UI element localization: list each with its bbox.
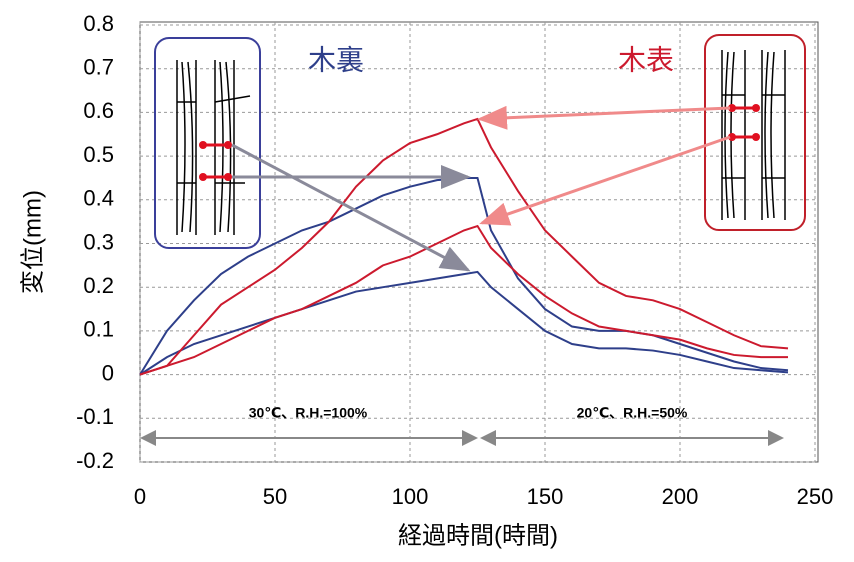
plot-frame — [140, 22, 818, 462]
y-tick-label: 0.7 — [83, 55, 114, 80]
chart: 木裏 木表 30℃、R.H.=100% 20℃、R.H.=50% 経過時間(時間… — [0, 0, 854, 557]
x-tick-label: 250 — [797, 484, 834, 509]
inset-right — [705, 35, 805, 230]
y-tick-label: 0.1 — [83, 317, 114, 342]
y-tick-label: 0.6 — [83, 98, 114, 123]
y-tick-label: 0.8 — [83, 11, 114, 36]
annotation: 30℃、R.H.=100% — [249, 405, 368, 421]
series-line — [140, 178, 788, 375]
y-tick-label: 0.4 — [83, 186, 114, 211]
grid — [140, 22, 818, 462]
y-tick-label: 0.5 — [83, 142, 114, 167]
y-tick-label: -0.2 — [76, 448, 114, 473]
annotation: 木表 — [618, 44, 674, 75]
x-tick-label: 0 — [134, 484, 146, 509]
y-tick-label: -0.1 — [76, 404, 114, 429]
x-tick-label: 200 — [662, 484, 699, 509]
inset-left — [155, 38, 260, 248]
x-axis-label: 経過時間(時間) — [398, 522, 558, 549]
x-tick-label: 100 — [392, 484, 429, 509]
annotation: 木裏 — [308, 44, 364, 75]
y-tick-label: 0.3 — [83, 229, 114, 254]
x-tick-label: 150 — [527, 484, 564, 509]
y-tick-label: 0.2 — [83, 273, 114, 298]
y-axis-label: 変位(mm) — [19, 190, 46, 294]
x-tick-label: 50 — [263, 484, 287, 509]
annotation: 20℃、R.H.=50% — [577, 405, 688, 421]
lines — [140, 119, 788, 375]
y-tick-label: 0 — [102, 360, 114, 385]
